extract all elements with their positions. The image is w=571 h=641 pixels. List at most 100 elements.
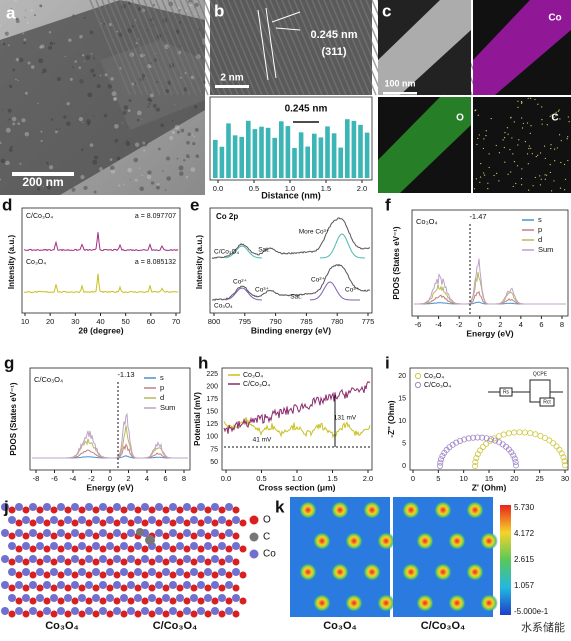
atom-o: [99, 597, 107, 605]
y-tick-label: 225: [206, 371, 218, 378]
map-dot: [518, 139, 520, 141]
atom-co: [169, 555, 177, 563]
atom-co: [197, 555, 205, 563]
grain: [25, 9, 27, 11]
grain: [33, 14, 37, 17]
atom-o: [176, 558, 184, 566]
lattice-fringe: [209, 0, 251, 96]
grain: [15, 57, 20, 62]
atom-o: [239, 571, 247, 579]
map-dot: [527, 97, 529, 99]
atom-o: [239, 597, 247, 605]
scale-label: 200 nm: [22, 175, 63, 189]
atom-o: [99, 519, 107, 527]
x-tick-label: 20: [46, 317, 54, 326]
atom-co: [1, 555, 9, 563]
legend: C/Co₃O₄: [243, 381, 270, 388]
grain: [19, 162, 22, 165]
grain: [63, 115, 67, 119]
grain: [23, 38, 27, 41]
density-spot: [363, 563, 381, 581]
atom-co: [211, 503, 219, 511]
grain: [80, 80, 82, 82]
grain: [147, 170, 152, 175]
circuit: [488, 379, 563, 403]
atom-co: [113, 581, 121, 589]
atom-o: [22, 532, 30, 540]
grain: [58, 128, 61, 130]
grain: [15, 20, 18, 22]
grain: [2, 108, 4, 110]
x-tick-label: 2.0: [357, 184, 367, 193]
atom-o: [43, 571, 51, 579]
atom-co: [71, 555, 79, 563]
atom-co: [29, 581, 37, 589]
atom-o: [22, 506, 30, 514]
x-tick-label: 25: [535, 474, 543, 483]
lattice-fringe: [161, 0, 203, 96]
lattice-fringe: [149, 0, 191, 96]
atom-co: [120, 594, 128, 602]
map-dot: [487, 188, 489, 190]
legend: C/Co₃O₄: [424, 382, 451, 389]
atom-co: [169, 581, 177, 589]
panel-label: i: [385, 353, 390, 372]
atom-o: [113, 545, 121, 553]
resistor: [499, 387, 513, 397]
lattice-fringe: [119, 0, 161, 96]
profile-bar: [246, 120, 251, 178]
xps-fit: [310, 281, 360, 301]
y-tick-label: 100: [206, 434, 218, 441]
map-dot: [541, 123, 543, 125]
atom-o: [64, 506, 72, 514]
grain: [11, 116, 17, 122]
lattice-fringe: [257, 0, 299, 96]
y-tick-label: 125: [206, 421, 218, 428]
atom-o: [71, 545, 79, 553]
atom-o: [211, 571, 219, 579]
atom-o: [106, 584, 114, 592]
grain: [180, 108, 183, 110]
profile-bar: [265, 127, 271, 178]
profile-bar: [213, 139, 218, 178]
eis-point: [546, 437, 553, 444]
eis-point: [488, 436, 495, 443]
atom-o: [183, 519, 191, 527]
grain: [165, 88, 170, 94]
x-tick-label: 1.5: [321, 184, 331, 193]
grain: [89, 143, 94, 147]
grain: [113, 96, 118, 101]
atom-o: [57, 571, 65, 579]
grain: [136, 118, 140, 122]
x-tick-label: 8: [560, 320, 564, 329]
map-dot: [557, 110, 559, 112]
atom-o: [50, 584, 58, 592]
profile-bar: [298, 132, 304, 178]
y-tick-label: 150: [206, 409, 218, 416]
nanorod: [100, 40, 205, 130]
colorbar-label: 4.172: [514, 529, 535, 538]
density-spot: [434, 501, 452, 519]
legend: C/Co₃O₄: [34, 375, 63, 384]
density-spot: [331, 501, 349, 519]
atom-o: [36, 506, 44, 514]
x-tick-label: -4: [70, 474, 77, 483]
xps-fit: [224, 245, 263, 259]
atom-co: [197, 529, 205, 537]
atom-o: [29, 571, 37, 579]
grain: [64, 55, 66, 58]
atom-o: [43, 545, 51, 553]
grain: [66, 121, 71, 126]
grain: [100, 23, 102, 25]
atom-co: [64, 542, 72, 550]
atom-co: [183, 503, 191, 511]
atom-co: [127, 503, 135, 511]
atom-o: [218, 584, 226, 592]
atom-co: [78, 568, 86, 576]
x-tick-label: 2: [498, 320, 502, 329]
grain: [142, 141, 146, 145]
grain: [148, 63, 153, 68]
atom-o: [211, 519, 219, 527]
x-tick-label: -6: [51, 474, 58, 483]
grain: [82, 121, 84, 124]
